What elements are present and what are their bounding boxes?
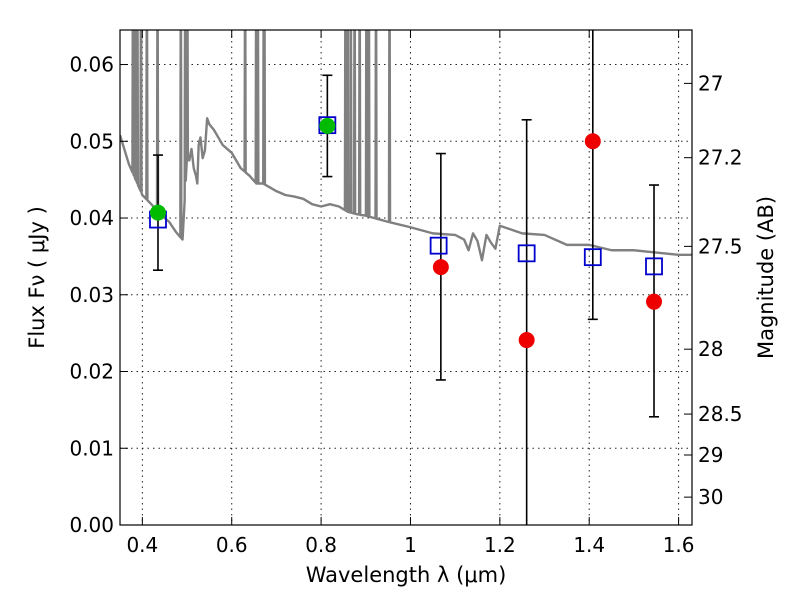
ticks-layer: 0.4 0.6 0.8 1 1.2 1.4 1.6 0.00 0.01 0.02 0.03 0.04 0… (69, 30, 743, 557)
y2-tick-label: 28.5 (698, 402, 743, 426)
y2-tick-label: 27 (698, 71, 723, 95)
x-tick-label: 1.6 (663, 533, 695, 557)
y-tick-label: 0.03 (69, 283, 114, 307)
grid-layer (120, 30, 692, 526)
observed-flux-point (646, 293, 663, 310)
y-tick-label: 0.06 (69, 53, 114, 77)
x-tick-label: 0.4 (126, 533, 158, 557)
x-tick-label: 0.8 (305, 533, 337, 557)
y2-tick-label: 28 (698, 337, 723, 361)
model-spectrum-line (120, 30, 692, 262)
model-flux-square (517, 244, 536, 263)
error-bar-layer (152, 30, 660, 525)
y-tick-label: 0.04 (69, 206, 114, 230)
y-tick-label: 0.05 (69, 129, 114, 153)
y2-axis-title: Magnitude (AB) (754, 196, 778, 359)
observed-flux-point (319, 117, 336, 134)
y2-tick-label: 27.2 (698, 146, 743, 170)
x-tick-label: 0.6 (216, 533, 248, 557)
observed-flux-point (149, 204, 166, 221)
observed-flux-point (432, 259, 449, 276)
model-flux-square (645, 257, 663, 276)
x-tick-label: 1.4 (573, 533, 605, 557)
x-axis-title: Wavelength λ (μm) (306, 563, 507, 587)
y2-tick-label: 29 (698, 443, 723, 467)
plot-frame (119, 29, 693, 526)
model-flux-square (583, 248, 602, 267)
y-tick-label: 0.00 (69, 513, 114, 537)
y2-tick-label: 30 (698, 485, 723, 509)
x-tick-label: 1.2 (484, 533, 516, 557)
y-tick-label: 0.02 (69, 360, 114, 384)
model-spectrum-layer (120, 30, 692, 262)
observed-flux-point (584, 133, 601, 150)
y-tick-label: 0.01 (69, 436, 114, 460)
model-flux-square (429, 236, 448, 255)
observed-flux-point (518, 332, 535, 349)
y-axis-title: Flux Fν ( μJy ) (25, 206, 49, 349)
marker-layer (149, 116, 663, 349)
y2-tick-label: 27.5 (698, 234, 743, 258)
x-tick-label: 1 (404, 533, 417, 557)
